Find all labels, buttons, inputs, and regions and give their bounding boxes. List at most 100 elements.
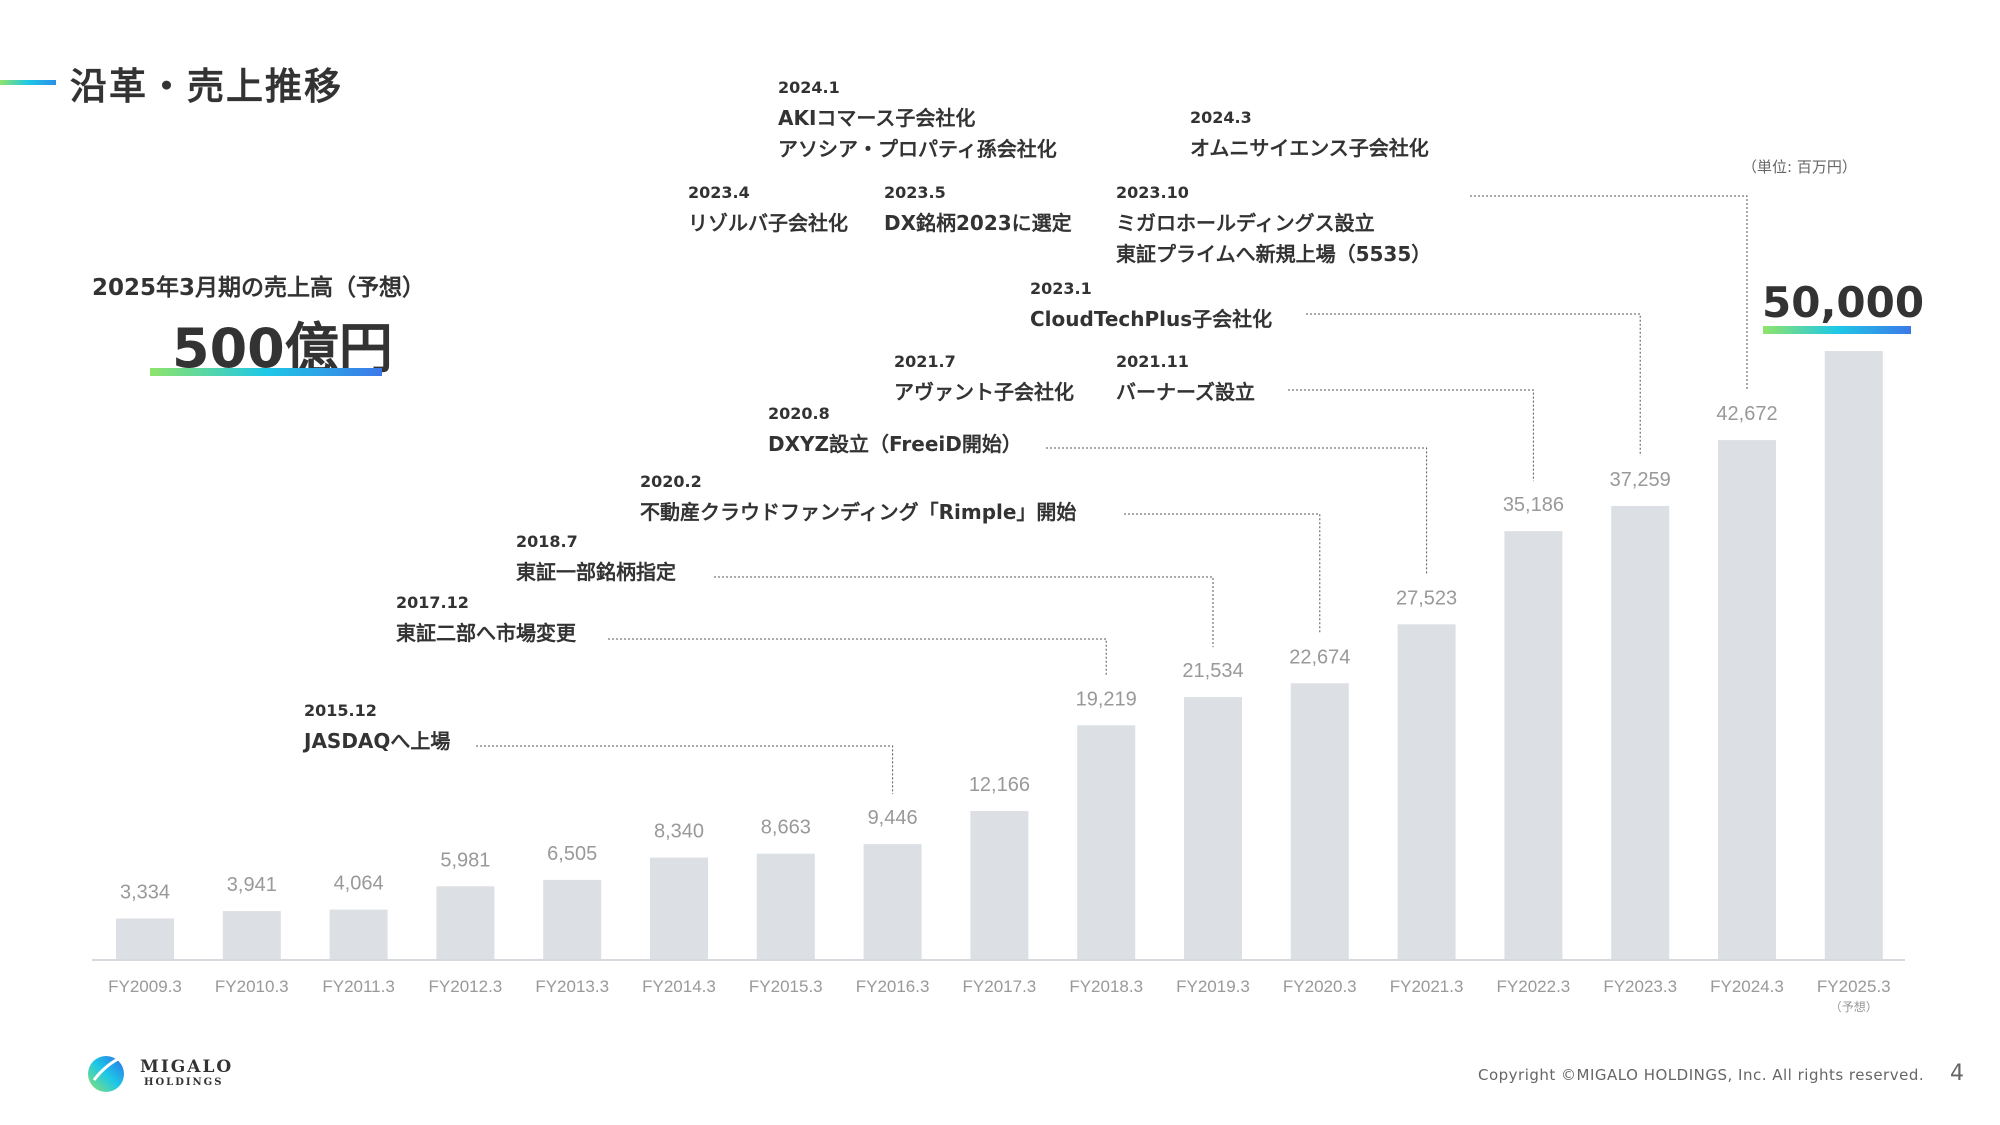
event-2020-8: 2020.8 DXYZ設立（FreeiD開始） (768, 403, 1022, 458)
value-label: 37,259 (1610, 469, 1671, 491)
bar-FY2023.3 (1611, 505, 1670, 959)
event-date: 2021.7 (894, 352, 956, 371)
bar-FY2016.3 (863, 844, 922, 959)
event-text: アソシア・プロパティ孫会社化 (778, 136, 1057, 161)
x-tick-label: FY2017.3 (963, 977, 1037, 996)
x-tick-label: FY2022.3 (1497, 977, 1571, 996)
event-text: 不動産クラウドファンディング「Rimple」開始 (640, 499, 1077, 524)
event-text: 東証プライムへ新規上場（5535） (1116, 241, 1432, 266)
event-text: CloudTechPlus子会社化 (1030, 306, 1273, 331)
bar-FY2013.3 (543, 879, 602, 959)
event-text: ミガロホールディングス設立 (1116, 210, 1375, 235)
event-2023-4: 2023.4 リゾルバ子会社化 (688, 182, 848, 237)
event-date: 2018.7 (516, 532, 578, 551)
value-label: 5,981 (440, 849, 490, 871)
value-label: 42,672 (1716, 403, 1777, 425)
bar-FY2020.3 (1290, 683, 1349, 959)
event-connector (476, 745, 894, 795)
event-2021-11: 2021.11 バーナーズ設立 (1116, 351, 1255, 406)
logo-line2: HOLDINGS (144, 1077, 224, 1088)
x-tick-label: FY2023.3 (1603, 977, 1677, 996)
value-label: 3,941 (227, 874, 277, 896)
event-connector (714, 576, 1214, 648)
page-title: 沿革・売上推移 (70, 65, 343, 108)
page-number: 4 (1950, 1061, 1964, 1086)
x-tick-note: （予想） (1830, 999, 1878, 1014)
value-label: 6,505 (547, 843, 597, 865)
event-connector (608, 638, 1107, 676)
bar-FY2015.3 (756, 853, 815, 959)
event-date: 2017.12 (396, 593, 469, 612)
event-text: バーナーズ設立 (1116, 379, 1255, 404)
x-tick-label: FY2020.3 (1283, 977, 1357, 996)
value-label: 19,219 (1076, 688, 1137, 710)
event-2024-3: 2024.3 オムニサイエンス子会社化 (1190, 107, 1429, 162)
bar-FY2021.3 (1397, 624, 1456, 959)
event-connector (1046, 447, 1428, 575)
event-2020-2: 2020.2 不動産クラウドファンディング「Rimple」開始 (640, 471, 1076, 526)
x-tick-label: FY2014.3 (642, 977, 716, 996)
x-tick-label: FY2024.3 (1710, 977, 1784, 996)
event-date: 2023.10 (1116, 183, 1189, 202)
event-connector (1470, 195, 1748, 391)
copyright: Copyright ©MIGALO HOLDINGS, Inc. All rig… (1478, 1066, 1925, 1084)
event-date: 2020.8 (768, 404, 830, 423)
bar-FY2012.3 (436, 886, 495, 959)
value-label: 8,340 (654, 821, 704, 843)
x-tick-label: FY2009.3 (108, 977, 182, 996)
event-date: 2021.11 (1116, 352, 1189, 371)
event-date: 2023.4 (688, 183, 750, 202)
event-2015-12: 2015.12 JASDAQへ上場 (304, 700, 450, 755)
value-label: 3,334 (120, 881, 170, 903)
event-text: JASDAQへ上場 (304, 728, 451, 753)
value-label: 35,186 (1503, 494, 1564, 516)
bar-FY2024.3 (1718, 440, 1776, 959)
event-date: 2023.1 (1030, 279, 1092, 298)
value-label: 9,446 (868, 807, 918, 829)
event-connector (1124, 513, 1321, 634)
event-text: DX銘柄2023に選定 (884, 210, 1072, 235)
event-text: オムニサイエンス子会社化 (1190, 135, 1429, 160)
event-date: 2024.1 (778, 78, 840, 97)
x-tick-labels: FY2009.3 FY2010.3 FY2011.3 FY2012.3 FY2013.3… (108, 977, 1891, 1014)
forecast-bar-underline (1763, 326, 1911, 334)
logo-line1: MIGALO (140, 1057, 234, 1077)
bar-FY2025.3 (1824, 351, 1883, 959)
event-2023-1: 2023.1 CloudTechPlus子会社化 (1030, 278, 1272, 333)
event-date: 2020.2 (640, 472, 702, 491)
value-label: 22,674 (1289, 646, 1350, 668)
bar-FY2018.3 (1077, 725, 1136, 959)
bars (116, 351, 1883, 959)
title-accent-bar (0, 80, 56, 85)
bar-FY2011.3 (329, 909, 388, 959)
x-tick-label: FY2011.3 (322, 977, 394, 996)
event-2023-10: 2023.10 ミガロホールディングス設立 東証プライムへ新規上場（5535） (1116, 182, 1431, 268)
x-tick-label: FY2019.3 (1176, 977, 1250, 996)
bar-FY2009.3 (116, 918, 174, 959)
event-text: AKIコマース子会社化 (778, 105, 976, 130)
forecast-bar-value: 50,000 (1762, 278, 1925, 327)
migalo-logo-icon (88, 1054, 125, 1092)
event-text: DXYZ設立（FreeiD開始） (768, 431, 1022, 456)
event-connectors (476, 195, 1748, 795)
event-text: リゾルバ子会社化 (688, 210, 848, 235)
x-tick-label: FY2018.3 (1069, 977, 1143, 996)
x-tick-label: FY2025.3 (1817, 977, 1891, 996)
logo-text: MIGALO HOLDINGS (140, 1057, 233, 1088)
forecast-underline (150, 368, 382, 376)
x-tick-label: FY2016.3 (856, 977, 930, 996)
bar-FY2022.3 (1504, 531, 1563, 959)
event-2021-7: 2021.7 アヴァント子会社化 (894, 351, 1074, 406)
event-2018-7: 2018.7 東証一部銘柄指定 (516, 531, 676, 586)
event-text: 東証二部へ市場変更 (396, 620, 576, 645)
unit-note: （単位: 百万円） (1742, 158, 1857, 176)
value-label: 8,663 (761, 817, 811, 839)
x-tick-label: FY2015.3 (749, 977, 823, 996)
event-date: 2024.3 (1190, 108, 1252, 127)
event-text: アヴァント子会社化 (894, 379, 1074, 404)
event-connector (1288, 389, 1534, 482)
event-2017-12: 2017.12 東証二部へ市場変更 (396, 592, 576, 647)
event-connector (1306, 313, 1641, 456)
value-label: 12,166 (969, 774, 1030, 796)
